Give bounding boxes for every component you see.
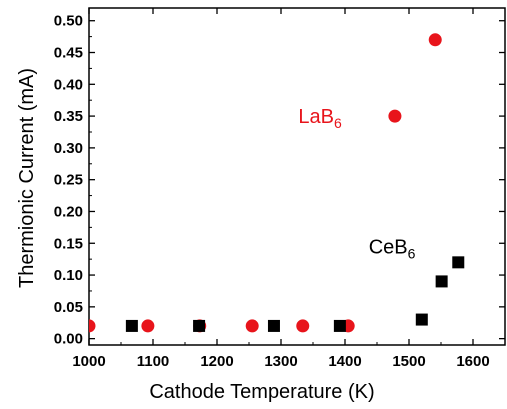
x-tick-label: 1500 (392, 353, 425, 370)
y-tick-label: 0.30 (54, 140, 83, 157)
data-point-circle (428, 33, 442, 47)
axes (88, 7, 506, 346)
data-point-square (193, 319, 206, 332)
series-lab6 (89, 33, 442, 333)
ticks: 1000 1100 1200 1300 1400 1500 1600 0.00 0.05 0.10… (54, 8, 505, 370)
x-tick-label: 1200 (200, 353, 233, 370)
y-tick-label: 0.05 (54, 299, 83, 316)
y-tick-label: 0.25 (54, 172, 83, 189)
x-tick-label: 1300 (264, 353, 297, 370)
annotations: LaB6 CeB6 (298, 106, 415, 261)
x-tick-label: 1100 (137, 353, 170, 370)
y-tick-label: 0.00 (54, 331, 83, 348)
series-ceb6 (125, 256, 465, 332)
x-axis-title: Cathode Temperature (K) (149, 381, 374, 403)
data-point-circle (141, 319, 155, 333)
data-point-square (125, 319, 138, 332)
y-tick-label: 0.15 (54, 235, 83, 252)
data-point-square (415, 313, 428, 326)
x-tick-label: 1600 (456, 353, 489, 370)
y-tick-label: 0.20 (54, 203, 83, 220)
data-point-circle (245, 319, 259, 333)
data-point-circle (89, 319, 96, 333)
data-point-circle (388, 109, 402, 123)
x-tick-label: 1000 (72, 353, 105, 370)
y-tick-label: 0.45 (54, 45, 83, 62)
data-point-square (435, 275, 448, 288)
data-point-circle (296, 319, 310, 333)
y-tick-label: 0.35 (54, 108, 83, 125)
data-points (89, 33, 465, 333)
y-axis-title: Thermionic Current (mA) (16, 68, 38, 288)
x-tick-label: 1400 (328, 353, 361, 370)
data-point-square (267, 319, 280, 332)
plot-frame (88, 7, 506, 346)
data-point-square (452, 256, 465, 269)
y-tick-label: 0.40 (54, 76, 83, 93)
series-label: CeB6 (369, 236, 416, 261)
series-label: LaB6 (298, 106, 342, 131)
y-tick-label: 0.10 (54, 267, 83, 284)
y-tick-label: 0.50 (54, 13, 83, 30)
data-point-square (333, 319, 346, 332)
